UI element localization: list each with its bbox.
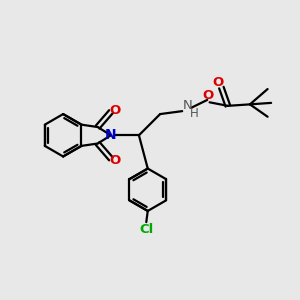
Text: N: N xyxy=(104,128,116,142)
Text: O: O xyxy=(109,154,120,167)
Text: O: O xyxy=(109,104,120,117)
Text: O: O xyxy=(212,76,224,89)
Text: H: H xyxy=(190,107,199,120)
Text: O: O xyxy=(202,89,213,102)
Text: N: N xyxy=(183,99,193,112)
Text: Cl: Cl xyxy=(139,223,153,236)
